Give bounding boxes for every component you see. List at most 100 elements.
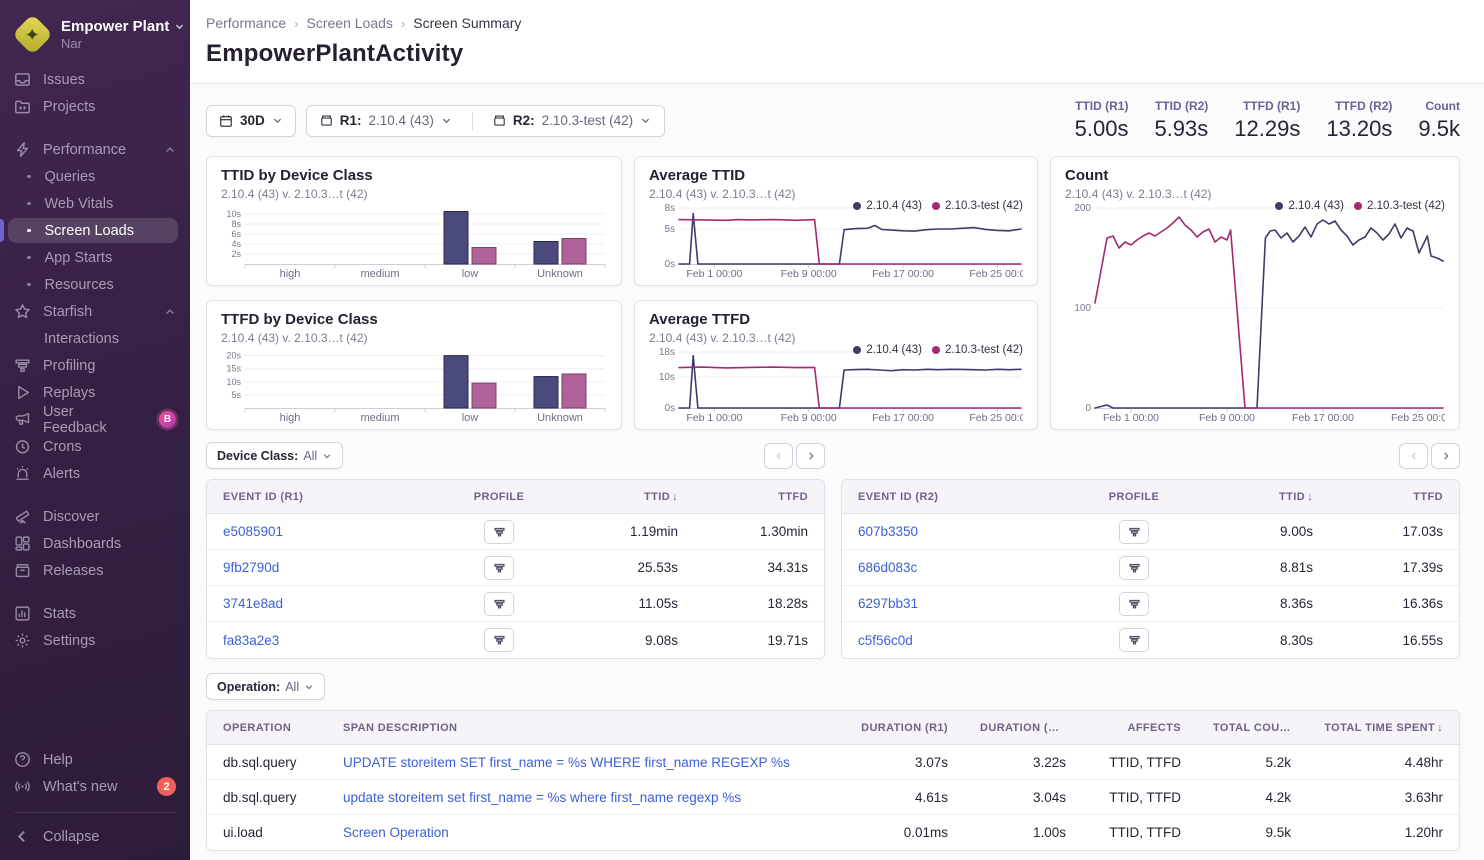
chart-plot-area[interactable]: 5s 10s 15s 20s high medium low Unknown xyxy=(221,347,607,424)
total-count-value: 9.5k xyxy=(1265,825,1291,840)
sidebar-item-web-vitals[interactable]: Web Vitals xyxy=(0,190,190,217)
sidebar-item-label: Settings xyxy=(43,632,96,649)
span-description-link[interactable]: Screen Operation xyxy=(343,825,449,840)
release-icon xyxy=(494,115,505,126)
release-r1-selector[interactable]: R1: 2.10.4 (43) xyxy=(307,106,465,136)
sidebar-item-resources[interactable]: Resources xyxy=(0,271,190,298)
event-id-link[interactable]: 6297bb31 xyxy=(858,596,919,611)
span-description-link[interactable]: UPDATE storeitem SET first_name = %s WHE… xyxy=(343,754,790,770)
profile-button[interactable] xyxy=(1119,591,1149,616)
affects-value[interactable]: TTID, TTFD xyxy=(1109,754,1181,770)
projects-icon xyxy=(15,100,30,114)
chart-subtitle: 2.10.4 (43) v. 2.10.3…t (42) xyxy=(649,331,796,345)
sidebar-section-performance[interactable]: Performance xyxy=(0,136,190,163)
sidebar-item-discover[interactable]: Discover xyxy=(0,503,190,530)
release-icon xyxy=(320,115,332,126)
chart-ttid-by-device-class: TTID by Device Class 2.10.4 (43) v. 2.10… xyxy=(206,156,622,286)
profile-button[interactable] xyxy=(1119,555,1149,580)
event-id-link[interactable]: c5f56c0d xyxy=(858,632,913,648)
next-page-button[interactable] xyxy=(1431,442,1460,469)
sidebar-item-alerts[interactable]: Alerts xyxy=(0,460,190,487)
profile-button[interactable] xyxy=(484,519,514,544)
sidebar-item-label: Releases xyxy=(43,562,104,579)
event-id-link[interactable]: 607b3350 xyxy=(858,524,919,539)
time-spent-value[interactable]: 3.63hr xyxy=(1404,789,1443,805)
profile-button[interactable] xyxy=(484,555,514,580)
total-count-value: 4.2k xyxy=(1265,789,1291,805)
release-r2-selector[interactable]: R2: 2.10.3-test (42) xyxy=(480,106,664,136)
event-id-link[interactable]: fa83a2e3 xyxy=(223,632,280,648)
next-page-button[interactable] xyxy=(796,442,825,469)
breadcrumb-performance[interactable]: Performance xyxy=(206,15,287,31)
chart-plot-area[interactable]: 2.10.4 (43) 2.10.3-test (42) 0s 5s 8s Feb 1… xyxy=(649,200,1023,280)
affects-value[interactable]: TTID, TTFD xyxy=(1109,789,1181,805)
profile-button[interactable] xyxy=(1119,519,1149,544)
device-class-filter[interactable]: Device Class: All xyxy=(206,442,344,469)
sidebar-item-label: Stats xyxy=(43,605,77,622)
profile-button[interactable] xyxy=(484,628,514,652)
profile-button[interactable] xyxy=(484,591,514,616)
svg-text:Unknown: Unknown xyxy=(537,412,583,424)
time-spent-value[interactable]: 1.20hr xyxy=(1404,825,1443,840)
sidebar-item-stats[interactable]: Stats xyxy=(0,600,190,627)
sidebar-item-queries[interactable]: Queries xyxy=(0,163,190,190)
r2-events-table: Event ID (R2) Profile TTID ↓ TTFD 607b335… xyxy=(841,479,1460,659)
sidebar-item-issues[interactable]: Issues xyxy=(0,66,190,93)
sidebar-item-settings[interactable]: Settings xyxy=(0,627,190,654)
chart-plot-area[interactable]: 2.10.4 (43) 2.10.3-test (42) 0 100 200 Feb … xyxy=(1065,200,1445,424)
breadcrumb-screen-loads[interactable]: Screen Loads xyxy=(306,15,393,31)
ttid-value: 8.36s xyxy=(1279,596,1313,611)
chart-plot-area[interactable]: 2s 4s 6s 8s 10s high medium low Unknown xyxy=(221,203,607,280)
svg-text:medium: medium xyxy=(360,412,399,424)
sidebar-item-user-feedback[interactable]: User Feedback B xyxy=(0,404,190,436)
sidebar-item-whats-new[interactable]: What's new 2 xyxy=(0,773,190,800)
sortable-column-time-spent[interactable]: Total Time Spent ↓ xyxy=(1324,721,1443,734)
empower-plant-logo-icon: ✦ xyxy=(24,24,40,44)
profiling-icon xyxy=(1128,599,1140,608)
date-range-selector[interactable]: 30D xyxy=(206,104,296,137)
chart-plot-area[interactable]: 2.10.4 (43) 2.10.3-test (42) 0s 10s 18s Feb… xyxy=(649,344,1023,424)
sidebar-item-label: Projects xyxy=(43,98,96,115)
profile-button[interactable] xyxy=(1119,628,1149,652)
divider xyxy=(471,111,473,130)
affects-value[interactable]: TTID, TTFD xyxy=(1109,825,1181,840)
sidebar-item-help[interactable]: Help xyxy=(0,746,190,773)
breadcrumb-separator-icon: › xyxy=(400,15,406,31)
sidebar-item-crons[interactable]: Crons xyxy=(0,433,190,460)
org-switcher[interactable]: ✦ Empower Plant Nar xyxy=(0,12,190,66)
span-description-link[interactable]: update storeitem set first_name = %s whe… xyxy=(343,789,742,805)
table-header: Operation Span Description Duration (R1)… xyxy=(207,711,1459,745)
svg-text:200: 200 xyxy=(1074,203,1091,214)
sidebar-item-dashboards[interactable]: Dashboards xyxy=(0,530,190,557)
bullet-icon xyxy=(27,228,31,233)
sortable-column-ttid[interactable]: TTID ↓ xyxy=(644,490,678,503)
svg-text:0s: 0s xyxy=(664,403,675,414)
page-title: EmpowerPlantActivity xyxy=(206,40,464,67)
chevron-down-icon xyxy=(176,24,184,29)
operation-filter[interactable]: Operation: All xyxy=(206,673,326,700)
sidebar-item-app-starts[interactable]: App Starts xyxy=(0,244,190,271)
sidebar-item-profiling[interactable]: Profiling xyxy=(0,352,190,379)
previous-page-button[interactable] xyxy=(764,442,793,469)
sidebar-item-interactions[interactable]: Interactions xyxy=(0,325,190,352)
main-content: Performance › Screen Loads › Screen Summ… xyxy=(190,0,1484,860)
event-id-link[interactable]: 9fb2790d xyxy=(223,560,280,575)
previous-page-button[interactable] xyxy=(1399,442,1428,469)
performance-icon xyxy=(16,141,29,158)
page-header: Performance › Screen Loads › Screen Summ… xyxy=(190,0,1484,84)
sidebar-item-screen-loads[interactable]: Screen Loads xyxy=(0,218,178,243)
sidebar-item-projects[interactable]: Projects xyxy=(0,93,190,120)
operation-filter-row: Operation: All xyxy=(206,673,1460,700)
event-id-link[interactable]: 3741e8ad xyxy=(223,596,284,611)
sidebar-section-starfish[interactable]: Starfish xyxy=(0,298,190,325)
sidebar-item-replays[interactable]: Replays xyxy=(0,379,190,406)
sidebar: ✦ Empower Plant Nar Issues Projects xyxy=(0,0,190,860)
event-id-link[interactable]: 686d083c xyxy=(858,560,918,575)
svg-text:Feb 17 00:00: Feb 17 00:00 xyxy=(872,412,934,424)
sidebar-collapse-button[interactable]: Collapse xyxy=(0,823,190,850)
time-spent-value[interactable]: 4.48hr xyxy=(1404,754,1443,770)
sidebar-item-releases[interactable]: Releases xyxy=(0,557,190,584)
table-row: db.sql.query UPDATE storeitem SET first_… xyxy=(207,745,1459,780)
sortable-column-ttid[interactable]: TTID ↓ xyxy=(1279,490,1313,503)
event-id-link[interactable]: e5085901 xyxy=(223,524,284,539)
